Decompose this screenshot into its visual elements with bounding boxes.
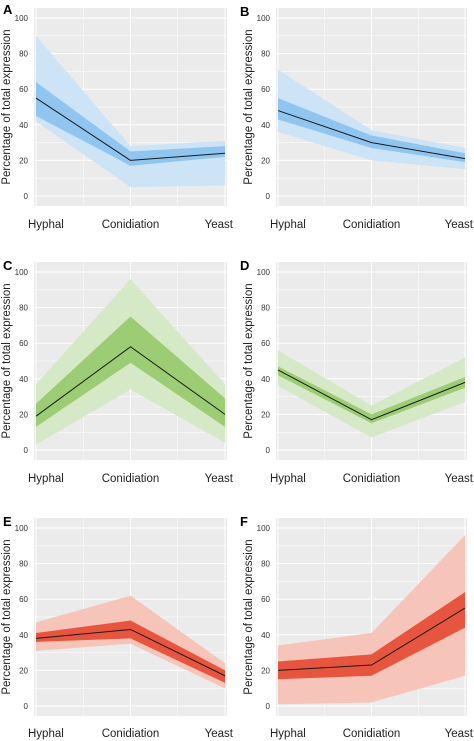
y-tick-label: 20 (261, 410, 270, 419)
y-axis-label: Percentage of total expression (243, 29, 255, 184)
panel-b: 0 20 40 60 80 100 Hyphal Conidiation Yeast Percen… (240, 4, 474, 231)
x-tick-label: Conidiation (343, 473, 401, 485)
x-tick-label: Yeast (445, 728, 474, 740)
y-tick-label: 40 (261, 121, 270, 130)
panel-letter: C (3, 258, 13, 273)
inner-band (36, 316, 225, 427)
x-tick-label: Conidiation (102, 473, 160, 485)
y-tick-label: 20 (261, 156, 270, 165)
series-line (277, 369, 466, 421)
y-tick-label: 80 (19, 304, 28, 313)
x-tick-label: Conidiation (343, 219, 401, 231)
x-tick-label: Hyphal (28, 473, 64, 485)
x-tick-label: Hyphal (270, 728, 306, 740)
panel-letter: F (240, 514, 248, 529)
y-tick-label: 60 (19, 595, 28, 604)
y-tick-label: 0 (266, 192, 271, 201)
outer-band (278, 350, 465, 438)
x-tick-label: Hyphal (28, 728, 64, 740)
inner-band (278, 592, 465, 680)
y-tick-label: 20 (261, 666, 270, 675)
y-tick-label: 60 (261, 339, 270, 348)
x-tick-label: Conidiation (102, 219, 160, 231)
y-tick-label: 100 (15, 14, 29, 23)
x-tick-label: Hyphal (270, 473, 306, 485)
y-tick-label: 80 (19, 50, 28, 59)
panel-a: 0 20 40 60 80 100 Hyphal Conidiation Yeast Percen… (1, 2, 234, 231)
inner-band (278, 366, 465, 424)
series-line (35, 346, 226, 417)
inner-band (36, 82, 225, 166)
y-tick-label: 40 (261, 375, 270, 384)
y-axis-label: Percentage of total expression (1, 29, 13, 184)
panel-letter: A (3, 2, 13, 17)
y-tick-label: 60 (19, 339, 28, 348)
x-tick-label: Conidiation (102, 728, 160, 740)
y-tick-label: 40 (19, 631, 28, 640)
series-line (277, 607, 466, 671)
y-tick-label: 40 (19, 375, 28, 384)
y-tick-label: 0 (24, 446, 29, 455)
y-axis-label: Percentage of total expression (1, 283, 13, 438)
panel-e: 0 20 40 60 80 100 Hyphal Conidiation Yeast Percen… (1, 514, 234, 740)
panel-d: 0 20 40 60 80 100 Hyphal Conidiation Yeast Percen… (240, 258, 474, 485)
y-tick-label: 100 (257, 268, 271, 277)
series-line (35, 97, 226, 161)
y-tick-label: 40 (19, 121, 28, 130)
y-tick-label: 20 (19, 156, 28, 165)
y-tick-label: 80 (261, 50, 270, 59)
panel-letter: B (240, 4, 249, 19)
outer-band (36, 595, 225, 689)
x-tick-label: Yeast (205, 219, 234, 231)
y-axis-label: Percentage of total expression (243, 539, 255, 694)
x-tick-label: Yeast (205, 728, 234, 740)
panel-letter: E (3, 514, 12, 529)
y-tick-label: 60 (261, 85, 270, 94)
series-line (277, 110, 466, 160)
y-axis-label: Percentage of total expression (1, 539, 13, 694)
y-tick-label: 100 (15, 268, 29, 277)
x-tick-label: Yeast (445, 219, 474, 231)
x-tick-label: Conidiation (343, 728, 401, 740)
x-tick-label: Hyphal (28, 219, 64, 231)
y-tick-label: 80 (261, 560, 270, 569)
x-tick-label: Hyphal (270, 219, 306, 231)
y-axis-label: Percentage of total expression (243, 283, 255, 438)
y-tick-label: 20 (19, 666, 28, 675)
inner-band (278, 98, 465, 163)
x-tick-label: Yeast (445, 473, 474, 485)
y-tick-label: 100 (257, 14, 271, 23)
y-tick-label: 0 (24, 192, 29, 201)
y-tick-label: 60 (19, 85, 28, 94)
panel-letter: D (240, 258, 249, 273)
panel-c: 0 20 40 60 80 100 Hyphal Conidiation Yeast Percen… (1, 258, 234, 485)
series-line (35, 628, 226, 677)
panel-f: 0 20 40 60 80 100 Hyphal Conidiation Yeast Percen… (240, 514, 474, 740)
y-tick-label: 0 (266, 702, 271, 711)
y-tick-label: 20 (19, 410, 28, 419)
y-tick-label: 80 (19, 560, 28, 569)
y-tick-label: 60 (261, 595, 270, 604)
y-tick-label: 80 (261, 304, 270, 313)
y-tick-label: 40 (261, 631, 270, 640)
y-tick-label: 100 (15, 524, 29, 533)
y-tick-label: 0 (266, 446, 271, 455)
y-tick-label: 0 (24, 702, 29, 711)
y-tick-label: 100 (257, 524, 271, 533)
inner-band (36, 620, 225, 683)
x-tick-label: Yeast (205, 473, 234, 485)
